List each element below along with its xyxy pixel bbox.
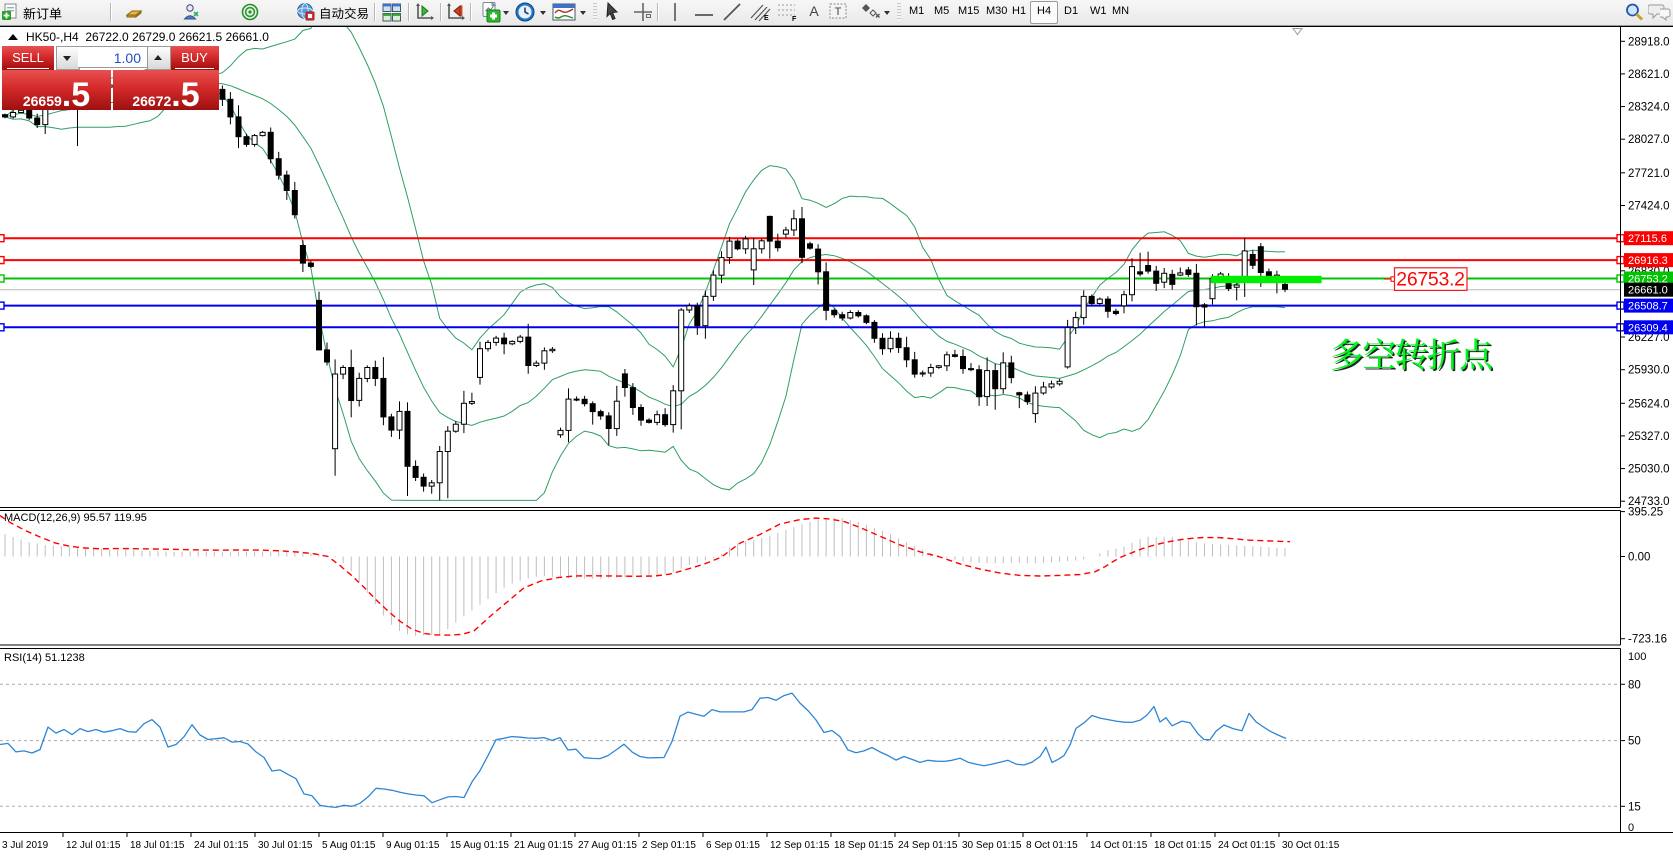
svg-text:26309.4: 26309.4	[1628, 322, 1668, 334]
svg-text:HK50-,H4 26722.0 26729.0 2662: HK50-,H4 26722.0 26729.0 26621.5 26661.0	[26, 30, 269, 44]
svg-text:A: A	[809, 3, 819, 19]
svg-text:12 Jul 01:15: 12 Jul 01:15	[66, 840, 121, 851]
svg-text:27424.0: 27424.0	[1628, 201, 1670, 213]
svg-text:28027.0: 28027.0	[1628, 134, 1670, 146]
svg-text:25327.0: 25327.0	[1628, 431, 1670, 443]
svg-text:0: 0	[1628, 822, 1634, 834]
svg-text:26227.0: 26227.0	[1628, 332, 1670, 344]
svg-text:24733.0: 24733.0	[1628, 496, 1670, 508]
svg-text:27 Aug 01:15: 27 Aug 01:15	[578, 840, 637, 851]
svg-text:RSI(14) 51.1238: RSI(14) 51.1238	[4, 652, 85, 664]
svg-text:12 Sep 01:15: 12 Sep 01:15	[770, 840, 830, 851]
svg-text:E: E	[764, 15, 769, 22]
svg-text:T: T	[835, 6, 842, 18]
svg-text:24 Sep 01:15: 24 Sep 01:15	[898, 840, 958, 851]
svg-text:26661.0: 26661.0	[1628, 285, 1668, 297]
svg-text:24 Jul 01:15: 24 Jul 01:15	[194, 840, 249, 851]
svg-text:8 Oct 01:15: 8 Oct 01:15	[1026, 840, 1078, 851]
svg-text:30 Sep 01:15: 30 Sep 01:15	[962, 840, 1022, 851]
svg-text:395.25: 395.25	[1628, 507, 1663, 519]
svg-text:25030.0: 25030.0	[1628, 464, 1670, 476]
svg-text:28621.0: 28621.0	[1628, 69, 1670, 81]
svg-text:25624.0: 25624.0	[1628, 398, 1670, 410]
svg-text:2 Sep 01:15: 2 Sep 01:15	[642, 840, 696, 851]
svg-text:100: 100	[1628, 651, 1646, 663]
svg-text:9 Aug 01:15: 9 Aug 01:15	[386, 840, 440, 851]
svg-text:18 Sep 01:15: 18 Sep 01:15	[834, 840, 894, 851]
svg-text:50: 50	[1628, 736, 1641, 748]
svg-text:-723.16: -723.16	[1628, 634, 1667, 646]
svg-text:MACD(12,26,9) 95.57 119.95: MACD(12,26,9) 95.57 119.95	[4, 512, 147, 524]
svg-text:21 Aug 01:15: 21 Aug 01:15	[514, 840, 573, 851]
svg-text:24 Oct 01:15: 24 Oct 01:15	[1218, 840, 1276, 851]
svg-text:25930.0: 25930.0	[1628, 365, 1670, 377]
svg-text:14 Oct 01:15: 14 Oct 01:15	[1090, 840, 1148, 851]
svg-text:18 Oct 01:15: 18 Oct 01:15	[1154, 840, 1212, 851]
svg-text:28324.0: 28324.0	[1628, 102, 1670, 114]
svg-text:18 Jul 01:15: 18 Jul 01:15	[130, 840, 185, 851]
svg-text:15 Aug 01:15: 15 Aug 01:15	[450, 840, 509, 851]
svg-text:26916.3: 26916.3	[1628, 255, 1668, 267]
svg-text:27115.6: 27115.6	[1628, 233, 1667, 245]
svg-text:15: 15	[1628, 801, 1641, 813]
svg-text:80: 80	[1628, 679, 1641, 691]
svg-text:F: F	[792, 16, 797, 22]
svg-text:30 Oct 01:15: 30 Oct 01:15	[1282, 840, 1340, 851]
svg-text:5 Aug 01:15: 5 Aug 01:15	[322, 840, 376, 851]
svg-text:26508.7: 26508.7	[1628, 301, 1668, 313]
svg-text:3 Jul 2019: 3 Jul 2019	[2, 840, 49, 851]
svg-text:0.00: 0.00	[1628, 552, 1650, 564]
svg-text:26753.2: 26753.2	[1396, 269, 1464, 291]
svg-text:28918.0: 28918.0	[1628, 36, 1670, 48]
svg-text:26753.2: 26753.2	[1628, 274, 1668, 286]
svg-text:30 Jul 01:15: 30 Jul 01:15	[258, 840, 313, 851]
svg-text:6 Sep 01:15: 6 Sep 01:15	[706, 840, 760, 851]
svg-text:27721.0: 27721.0	[1628, 168, 1670, 180]
